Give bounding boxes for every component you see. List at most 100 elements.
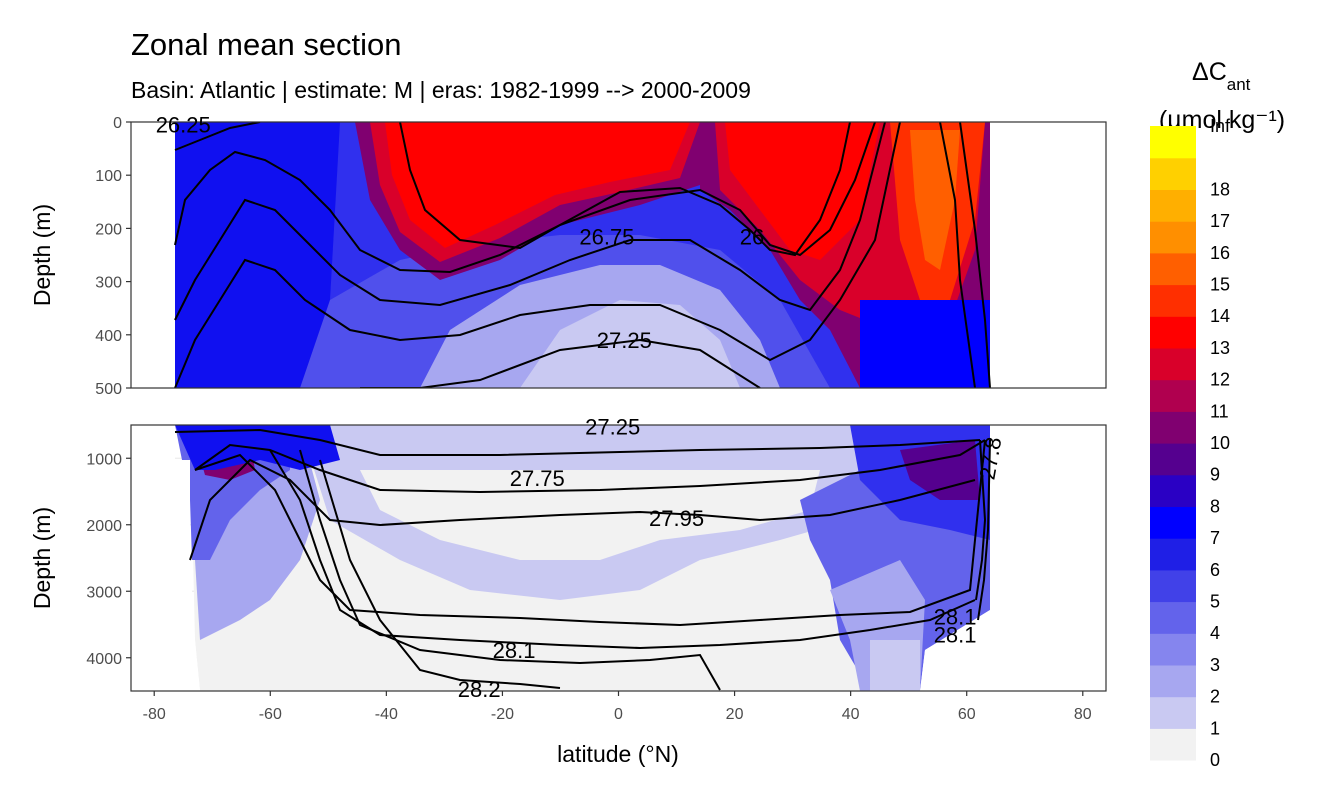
legend-label: 10 — [1210, 433, 1230, 453]
legend-bin — [1150, 347, 1196, 381]
x-tick-label: 40 — [842, 706, 860, 723]
legend-bin — [1150, 474, 1196, 507]
y-tick-label: 2000 — [86, 518, 122, 535]
legend-label: 8 — [1210, 496, 1220, 516]
legend-bin — [1150, 316, 1196, 349]
legend-label: 7 — [1210, 528, 1220, 548]
y-tick-label: 100 — [95, 168, 122, 185]
legend-bin — [1150, 506, 1196, 539]
legend-label: 13 — [1210, 338, 1230, 358]
contour-label: 27.75 — [510, 466, 565, 491]
legend-label: 4 — [1210, 623, 1220, 643]
legend-bin — [1150, 411, 1196, 444]
x-tick-label: 80 — [1074, 706, 1092, 723]
chart-title: Zonal mean section — [131, 27, 402, 62]
lower-contour-line — [319, 459, 561, 689]
y-tick-label: 200 — [95, 221, 122, 238]
x-axis-label: latitude (°N) — [557, 741, 679, 767]
contour-label: 28.1 — [934, 622, 977, 647]
legend-label: 11 — [1210, 401, 1229, 421]
upper-southern-blue — [175, 122, 340, 388]
lower-contour-line — [977, 439, 991, 621]
legend-bin — [1150, 189, 1196, 222]
legend-label: 5 — [1210, 592, 1220, 612]
upper-contour-line — [399, 122, 851, 257]
upper-contour-line — [174, 122, 901, 388]
legend-label: Inf — [1210, 116, 1231, 136]
lower-no-data-north — [920, 425, 1106, 691]
upper-contour-line — [174, 122, 886, 321]
chart-subtitle: Basin: Atlantic | estimate: M | eras: 19… — [131, 77, 751, 103]
contour-label: 27.25 — [597, 328, 652, 353]
legend-bin — [1150, 252, 1196, 286]
legend-label: 1 — [1210, 718, 1220, 738]
upper-no-data-north — [990, 122, 1106, 388]
y-tick-label: 400 — [95, 328, 122, 345]
lower-no-data-south — [131, 425, 200, 691]
legend-label: 16 — [1210, 243, 1230, 263]
legend-bin — [1150, 538, 1196, 571]
color-legend: ΔCant (µmol kg⁻¹) 0123456789101112131415… — [1150, 58, 1285, 770]
contour-label: 26.75 — [579, 224, 634, 249]
legend-label: 12 — [1210, 370, 1230, 390]
upper-contour-line — [174, 122, 261, 151]
y-tick-label: 1000 — [86, 451, 122, 468]
x-tick-label: -80 — [143, 706, 166, 723]
lower-contour-line — [194, 439, 986, 627]
upper-isopycnals — [174, 122, 991, 388]
x-tick-label: 60 — [958, 706, 976, 723]
x-tick-label: -20 — [491, 706, 514, 723]
x-tick-label: 0 — [614, 706, 623, 723]
legend-bin — [1150, 664, 1196, 698]
upper-y-axis: 0 100 200 300 400 500 — [95, 115, 131, 398]
lower-contour-line — [174, 428, 981, 456]
x-tick-label: 20 — [726, 706, 744, 723]
contour-label: 26 — [740, 224, 764, 249]
upper-contour-line — [959, 122, 991, 388]
legend-bin — [1150, 379, 1196, 412]
contour-label: 28.1 — [493, 638, 536, 663]
lower-contour-line — [975, 439, 987, 601]
y-tick-label: 500 — [95, 381, 122, 398]
upper-north-bright-red — [725, 122, 880, 260]
legend-bin — [1150, 443, 1196, 476]
legend-bin — [1150, 221, 1196, 254]
legend-color-bins — [1150, 126, 1196, 761]
x-tick-label: -40 — [375, 706, 398, 723]
upper-contour-labels: 26.75 26 27.25 26.25 — [156, 113, 765, 353]
lower-northern-lightest — [870, 640, 920, 691]
upper-north-blue — [860, 300, 990, 388]
legend-bin — [1150, 126, 1196, 159]
lower-contour-line — [269, 449, 976, 650]
legend-bin — [1150, 728, 1196, 761]
legend-bin — [1150, 157, 1196, 190]
lower-contour-line — [189, 458, 976, 561]
upper-y-axis-label: Depth (m) — [29, 204, 55, 306]
lower-contour-line — [194, 439, 986, 494]
contour-label: 27.25 — [585, 414, 640, 439]
upper-no-data-south — [131, 122, 175, 388]
y-tick-label: 3000 — [86, 584, 122, 601]
legend-label: 0 — [1210, 750, 1220, 770]
x-axis: -80 -60 -40 -20 0 20 40 60 80 — [143, 691, 1092, 723]
y-tick-label: 4000 — [86, 651, 122, 668]
legend-label: 6 — [1210, 560, 1220, 580]
contour-label: 28.1 — [934, 605, 977, 630]
contour-label: 28.2 — [458, 677, 501, 702]
upper-bright-red — [385, 122, 690, 248]
legend-bin — [1150, 633, 1196, 666]
legend-bin — [1150, 569, 1196, 603]
legend-bin — [1150, 696, 1196, 729]
legend-bin — [1150, 601, 1196, 634]
lower-section-fill — [131, 425, 1106, 691]
legend-label: 18 — [1210, 179, 1230, 199]
legend-bin — [1150, 284, 1196, 317]
legend-label: 15 — [1210, 275, 1230, 295]
legend-label: 2 — [1210, 687, 1220, 707]
upper-panel-border — [130, 121, 1107, 389]
lower-y-axis-label: Depth (m) — [29, 507, 55, 609]
legend-label: 9 — [1210, 465, 1220, 485]
upper-lightest-blue — [520, 300, 740, 388]
lower-contour-line — [299, 449, 721, 691]
